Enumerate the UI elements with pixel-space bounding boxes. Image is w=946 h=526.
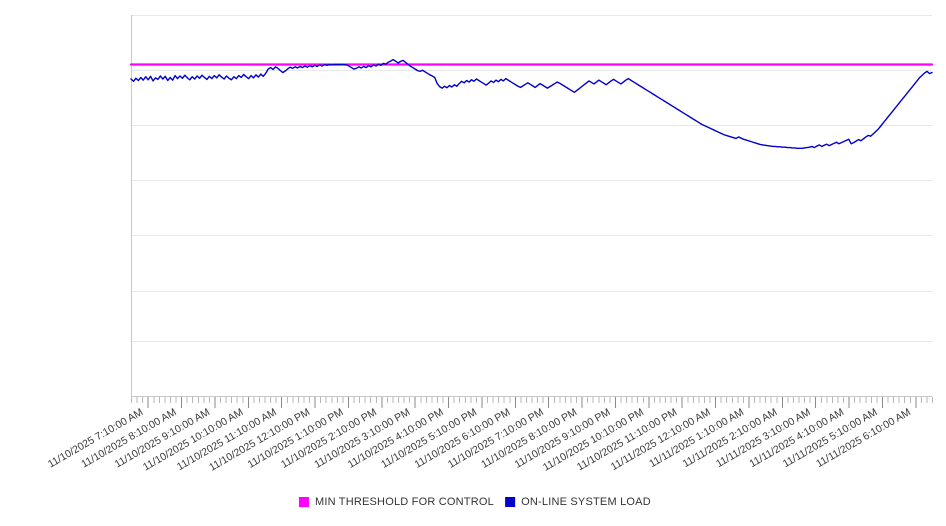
- grid-lines: [131, 15, 932, 397]
- legend-label-0[interactable]: MIN THRESHOLD FOR CONTROL: [315, 496, 494, 508]
- series-load-line: [130, 58, 933, 150]
- series-paths: [129, 58, 934, 150]
- x-axis-ticks: [131, 397, 933, 408]
- axes: [131, 15, 932, 397]
- chart-legend[interactable]: MIN THRESHOLD FOR CONTROL ON-LINE SYSTEM …: [298, 496, 651, 508]
- legend-swatch-0[interactable]: [298, 497, 309, 507]
- legend-label-1[interactable]: ON-LINE SYSTEM LOAD: [521, 496, 651, 508]
- legend-swatch-1[interactable]: [505, 497, 516, 507]
